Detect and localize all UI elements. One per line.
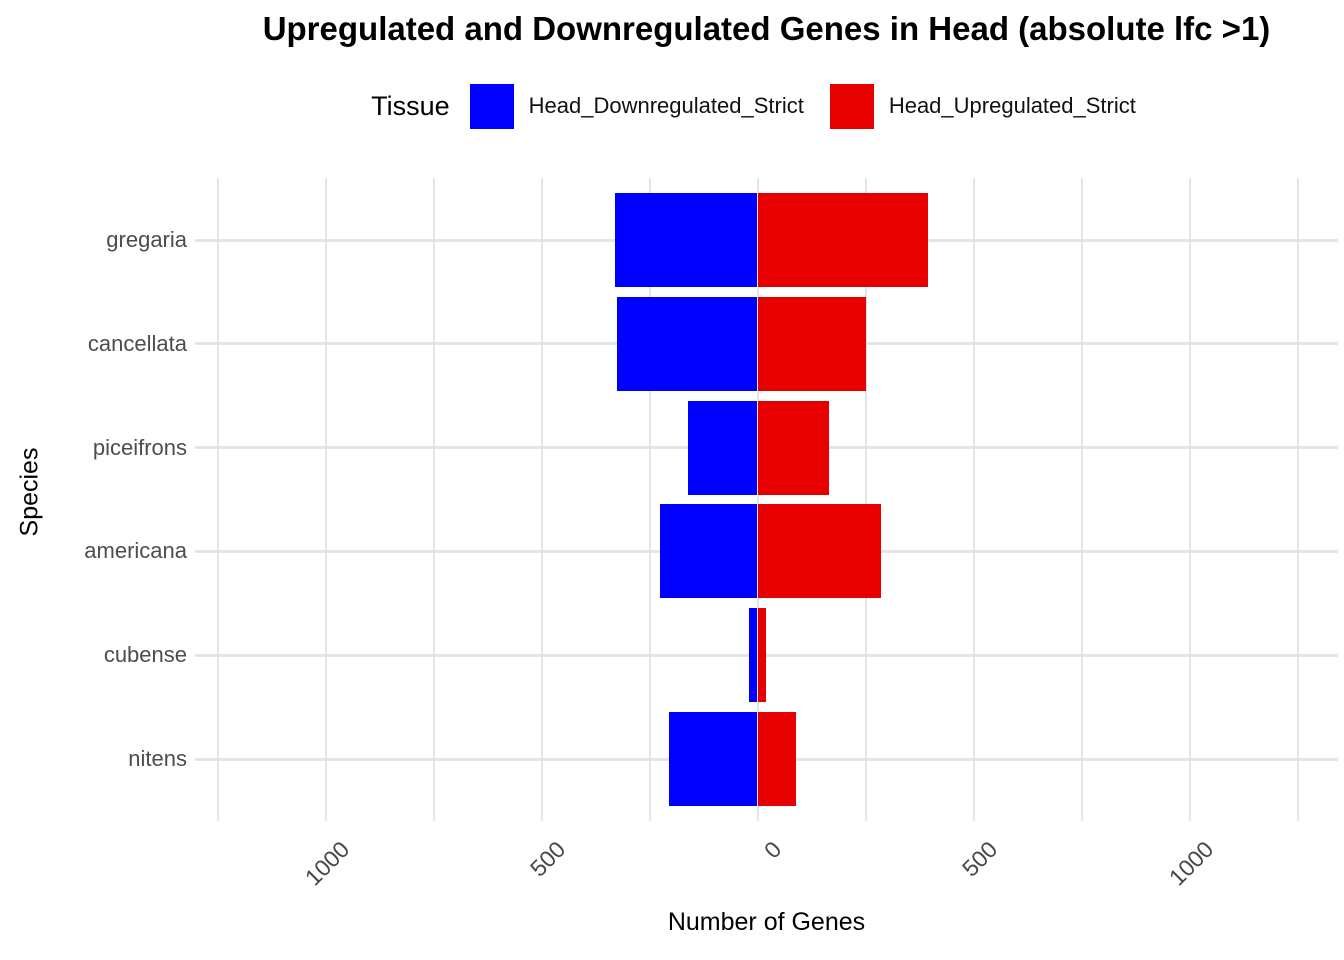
legend-label-Head_Upregulated_Strict: Head_Upregulated_Strict [888, 93, 1136, 118]
gridline-vertical-1250 [1296, 178, 1299, 821]
gridline-vertical--1000 [324, 178, 327, 821]
legend-swatch-Head_Downregulated_Strict [469, 83, 514, 129]
gridline-vertical-0 [756, 178, 759, 821]
bar-nitens-Head_Upregulated_Strict [757, 712, 797, 806]
chart-title: Upregulated and Downregulated Genes in H… [262, 10, 1271, 47]
gridline-vertical-250 [864, 178, 867, 821]
legend-label-Head_Downregulated_Strict: Head_Downregulated_Strict [528, 93, 804, 118]
gridline-vertical-1000 [1188, 178, 1191, 821]
x-axis-title: Number of Genes [667, 908, 866, 936]
legend: Tissue Head_Downregulated_Strict Head_Upr… [195, 80, 1338, 132]
y-axis-title: Species [15, 447, 44, 537]
gridline-vertical--1250 [216, 178, 219, 821]
gridline-vertical--750 [432, 178, 435, 821]
bar-nitens-Head_Downregulated_Strict [668, 712, 758, 806]
y-tick-label-americana: americana [84, 538, 187, 564]
bar-gregaria-Head_Upregulated_Strict [757, 193, 929, 287]
gridline-horizontal-cubense [195, 653, 1338, 657]
bar-piceifrons-Head_Upregulated_Strict [757, 400, 829, 495]
plot-panel [195, 178, 1338, 821]
bar-cubense-Head_Downregulated_Strict [748, 608, 758, 703]
y-tick-label-cancellata: cancellata [87, 330, 187, 356]
bar-cubense-Head_Upregulated_Strict [757, 608, 767, 703]
x-tick-label--1000: 1000 [299, 836, 354, 891]
y-tick-label-piceifrons: piceifrons [92, 434, 187, 460]
x-tick-label--500: 500 [524, 836, 570, 882]
x-tick-label-1000: 1000 [1163, 836, 1218, 891]
x-tick-label-500: 500 [956, 836, 1002, 882]
y-tick-label-nitens: nitens [128, 746, 187, 771]
bar-cancellata-Head_Upregulated_Strict [757, 296, 866, 391]
bar-americana-Head_Upregulated_Strict [757, 504, 881, 599]
bar-cancellata-Head_Downregulated_Strict [617, 296, 758, 391]
legend-item-Head_Downregulated_Strict: Head_Downregulated_Strict [469, 83, 804, 129]
gridline-vertical--250 [648, 178, 651, 821]
bar-americana-Head_Downregulated_Strict [660, 504, 758, 599]
bar-gregaria-Head_Downregulated_Strict [614, 193, 758, 287]
gridline-vertical-500 [972, 178, 975, 821]
legend-item-Head_Upregulated_Strict: Head_Upregulated_Strict [829, 83, 1136, 129]
y-tick-label-gregaria: gregaria [106, 227, 187, 252]
gridline-vertical-750 [1080, 178, 1083, 821]
x-tick-label-0: 0 [758, 836, 786, 864]
legend-swatch-Head_Upregulated_Strict [829, 83, 874, 129]
y-tick-label-cubense: cubense [103, 642, 187, 668]
gridline-vertical--500 [540, 178, 543, 821]
legend-title: Tissue [371, 90, 450, 121]
bar-piceifrons-Head_Downregulated_Strict [688, 400, 758, 495]
